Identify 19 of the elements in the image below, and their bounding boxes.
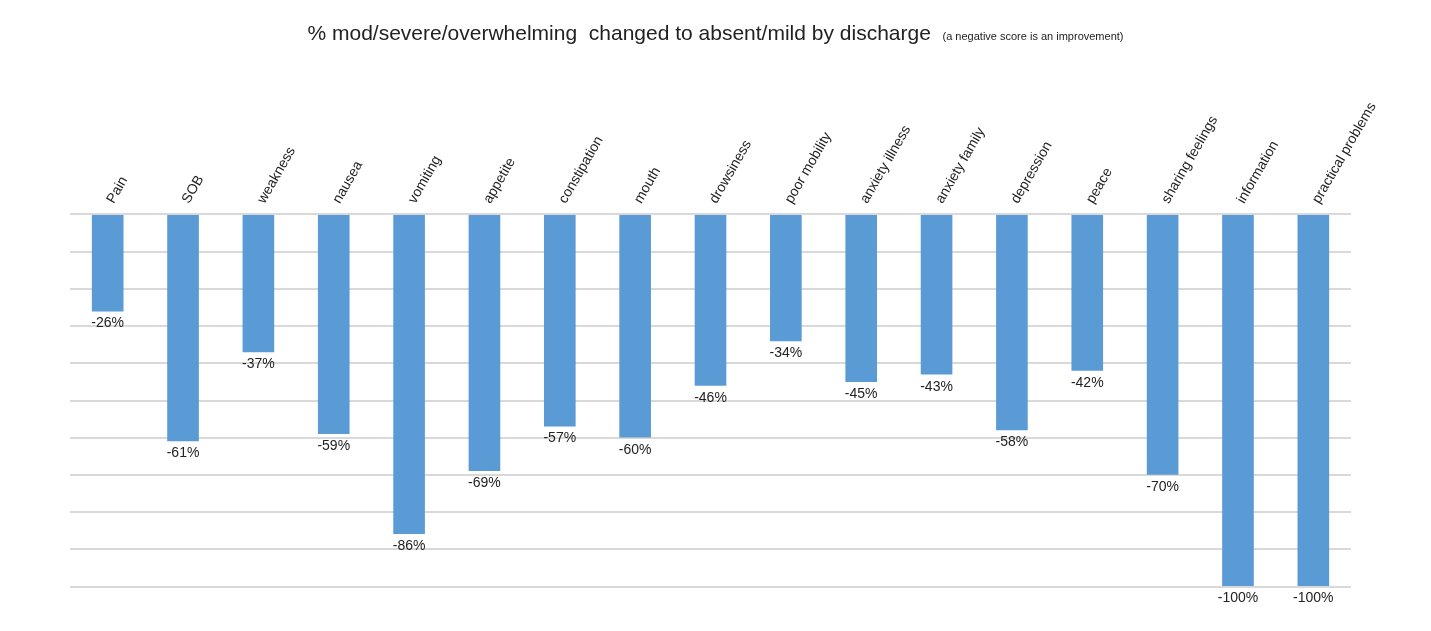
data-label: -69% <box>468 473 501 490</box>
data-label: -61% <box>166 444 200 461</box>
data-label: -100% <box>1293 589 1334 605</box>
data-label: -60% <box>618 440 652 457</box>
chart-title: % mod/severe/overwhelming changed to absent/mild by discharge <box>307 20 931 44</box>
data-label: -42% <box>1070 373 1104 390</box>
data-label: -45% <box>844 384 878 401</box>
data-label: -43% <box>920 377 953 394</box>
data-label: -26% <box>91 314 125 331</box>
data-label: -70% <box>1146 477 1179 494</box>
data-label: -59% <box>317 436 351 453</box>
data-label: -58% <box>995 433 1029 450</box>
chart-subtitle: (a negative score is an improvement) <box>942 29 1124 42</box>
data-label: -37% <box>242 355 275 372</box>
data-label: -46% <box>694 388 727 405</box>
data-label: -100% <box>1217 589 1259 605</box>
data-label: -57% <box>543 429 577 446</box>
data-label: -86% <box>392 537 426 554</box>
data-label: -34% <box>769 344 803 361</box>
